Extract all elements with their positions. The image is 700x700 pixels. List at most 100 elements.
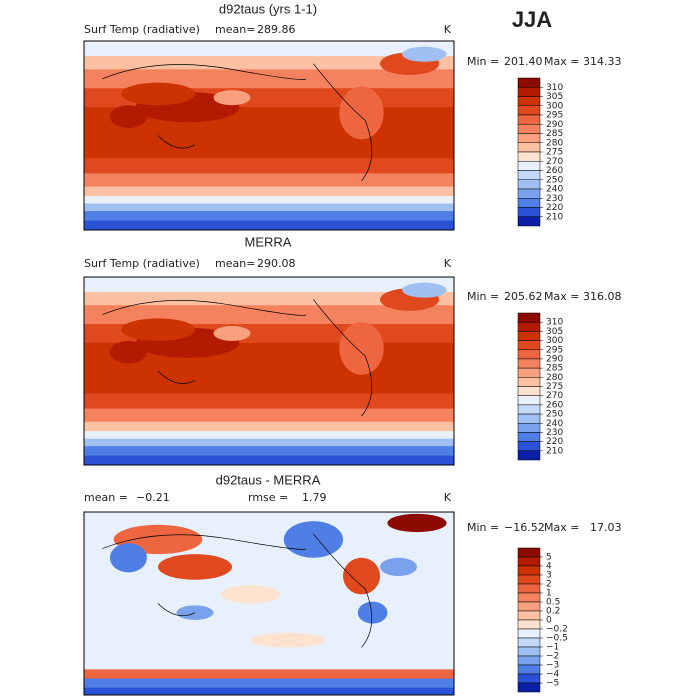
stat-value: 290.08 — [257, 257, 296, 270]
colorbar-swatch — [517, 133, 541, 143]
min-value: −16.52 — [504, 521, 545, 534]
max-value: 314.33 — [583, 55, 622, 68]
field-region — [343, 557, 380, 595]
field-band — [84, 438, 454, 447]
field-region — [402, 282, 447, 298]
colorbar-label: 270 — [546, 157, 563, 167]
field-band — [84, 305, 454, 325]
field-band — [84, 195, 454, 205]
colorbar-label: 4 — [546, 562, 552, 572]
field-region — [213, 325, 251, 341]
field-band — [84, 669, 454, 680]
panel-title: d92taus - MERRA — [216, 472, 321, 487]
map-frame — [83, 40, 455, 231]
colorbar-swatch — [517, 646, 541, 657]
colorbar-swatch — [517, 547, 541, 558]
units-label: K — [444, 257, 452, 270]
colorbar-label: 280 — [546, 373, 563, 383]
colorbar-label: −4 — [546, 670, 560, 680]
field-band — [84, 173, 454, 188]
colorbar-label: 230 — [546, 428, 563, 438]
field-band — [84, 41, 454, 57]
stat-label: rmse = — [248, 491, 288, 504]
stat-label: mean= — [215, 23, 255, 36]
units-label: K — [444, 23, 452, 36]
colorbar-swatch — [517, 556, 541, 567]
stat-value: 289.86 — [257, 23, 296, 36]
field-band — [84, 455, 454, 465]
colorbar-label: 290 — [546, 354, 563, 364]
colorbar-label: 240 — [546, 419, 563, 429]
stat-value: 1.79 — [302, 491, 327, 504]
field-region — [109, 543, 147, 573]
colorbar-swatch — [517, 331, 541, 341]
field-band — [84, 687, 454, 695]
colorbar-label: 280 — [546, 138, 563, 148]
colorbar-swatch — [517, 216, 541, 227]
colorbar-swatch — [517, 574, 541, 585]
colorbar-label: 0.5 — [546, 598, 560, 608]
colorbar-swatch — [517, 664, 541, 675]
field-band — [84, 277, 454, 293]
colorbar-swatch — [517, 358, 541, 369]
field-region — [283, 521, 343, 558]
colorbar-label: 0 — [546, 616, 552, 626]
panel-title: MERRA — [245, 234, 292, 249]
field-band — [84, 421, 454, 432]
colorbar-label: 290 — [546, 120, 563, 130]
colorbar-label: −0.2 — [546, 625, 568, 635]
colorbar-swatch — [517, 151, 541, 162]
field-region — [339, 86, 384, 140]
max-value: 316.08 — [583, 290, 622, 303]
map-field — [84, 41, 454, 230]
colorbar-swatch — [517, 583, 541, 594]
min-value: 201.40 — [504, 55, 543, 68]
field-band — [84, 292, 454, 306]
colorbar-label: 310 — [546, 83, 563, 93]
colorbar-swatch — [517, 179, 541, 190]
colorbar-label: 1 — [546, 589, 552, 599]
field-region — [220, 585, 281, 604]
min-label: Min = — [467, 521, 499, 534]
colorbar-label: −3 — [546, 661, 559, 671]
max-label: Max = — [544, 521, 579, 534]
map-field — [84, 512, 454, 695]
colorbar-swatch — [517, 142, 541, 153]
field-region — [357, 601, 388, 624]
colorbar-label: 300 — [546, 336, 563, 346]
colorbar-swatch — [517, 367, 541, 378]
colorbar-swatch — [517, 682, 541, 693]
coastline — [102, 63, 373, 182]
colorbar-swatch — [517, 321, 541, 332]
colorbar-swatch — [517, 432, 541, 442]
colorbar-swatch — [517, 413, 541, 424]
field-region — [380, 557, 417, 577]
field-band — [84, 408, 454, 423]
colorbar-label: 2 — [546, 580, 552, 590]
colorbar-label: 5 — [546, 553, 552, 563]
colorbar-swatch — [517, 87, 541, 97]
stat-label: mean = — [84, 491, 128, 504]
colorbar-label: 250 — [546, 410, 563, 420]
colorbar-label: 260 — [546, 400, 563, 410]
field-band — [84, 69, 454, 89]
colorbar-swatch — [517, 610, 541, 621]
colorbar-label: 240 — [546, 185, 563, 195]
max-label: Max = — [544, 290, 579, 303]
colorbar-swatch — [517, 312, 541, 323]
colorbar-swatch — [517, 124, 541, 134]
colorbar-swatch — [517, 114, 541, 125]
coastline — [102, 533, 373, 648]
colorbar-swatch — [517, 404, 541, 415]
colorbar-swatch — [517, 637, 541, 648]
panel-title: d92taus (yrs 1-1) — [219, 1, 317, 16]
min-value: 205.62 — [504, 290, 543, 303]
colorbar-swatch — [517, 96, 541, 106]
colorbar-swatch — [517, 170, 541, 180]
season-label: JJA — [512, 7, 552, 32]
colorbar-swatch — [517, 592, 541, 603]
colorbar-swatch — [517, 423, 541, 433]
min-label: Min = — [467, 55, 499, 68]
colorbar-label: 220 — [546, 203, 563, 213]
